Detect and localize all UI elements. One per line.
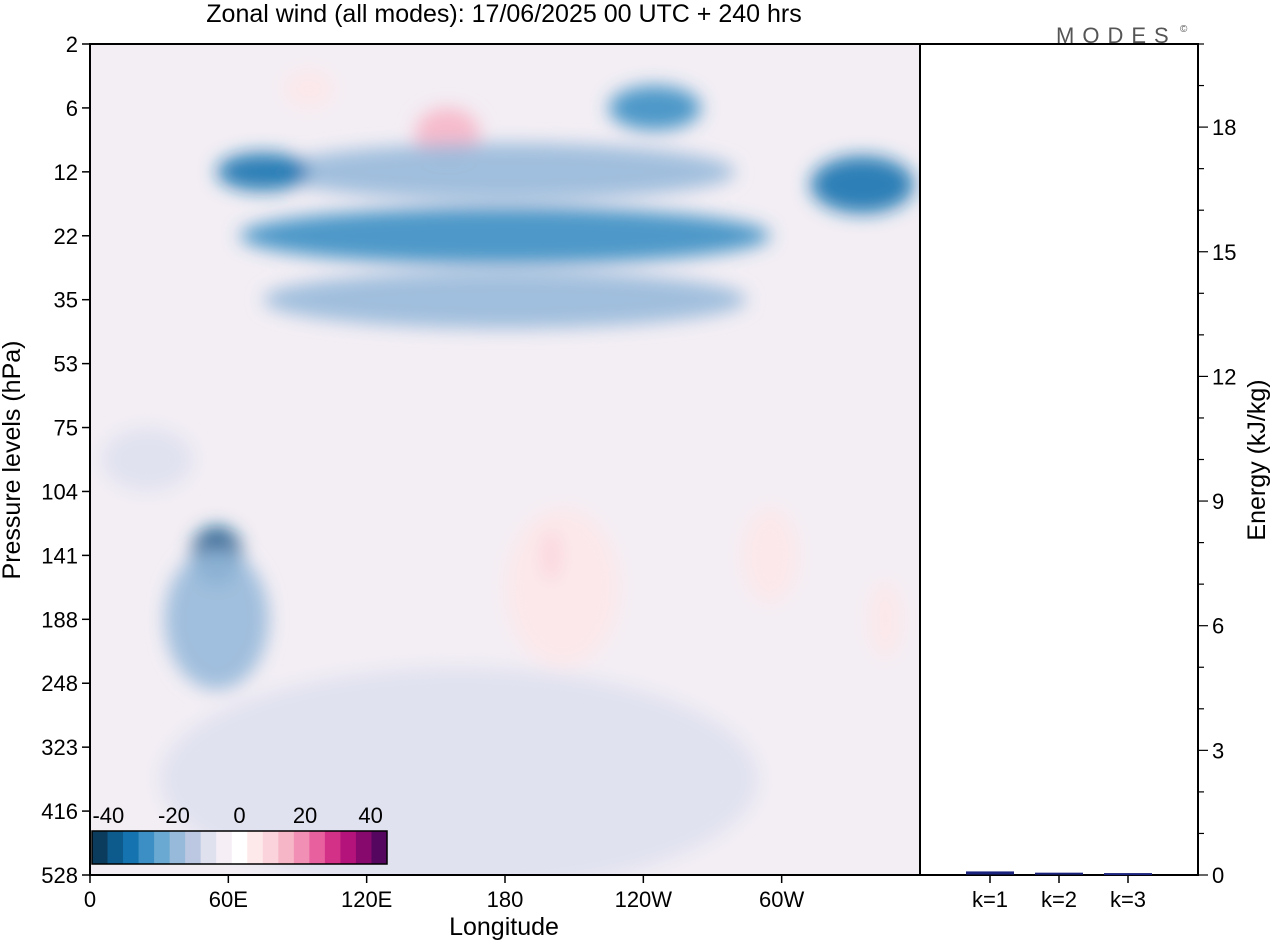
wind-field-region-1 [283, 69, 335, 108]
colorbar-swatch [309, 831, 326, 864]
y-tick-label: 12 [54, 160, 78, 185]
wind-field-region-12 [541, 529, 561, 581]
y-tick-label: 104 [41, 479, 78, 504]
y-tick-label: 248 [41, 671, 78, 696]
colorbar-swatch [293, 831, 310, 864]
wind-field-region-13 [741, 507, 799, 604]
x-tick-label: 60E [209, 887, 248, 912]
wind-field [101, 69, 915, 875]
wind-field-region-4 [239, 207, 771, 265]
chart-title: Zonal wind (all modes): 17/06/2025 00 UT… [206, 0, 801, 28]
y-tick-label: 2 [66, 32, 78, 57]
colorbar-tick-label: -20 [158, 803, 190, 828]
y-tick-label: 416 [41, 799, 78, 824]
x-tick-label: 120W [615, 887, 673, 912]
colorbar-tick-label: -40 [92, 803, 124, 828]
energy-tick-label: 12 [1212, 364, 1236, 389]
colorbar-swatch [154, 831, 171, 864]
y-tick-label: 6 [66, 96, 78, 121]
x-axis: 0 60E 120E 180 120W 60W [84, 875, 805, 912]
wind-field-region-5 [216, 152, 310, 192]
wind-field-region-14 [868, 580, 903, 658]
energy-bar-k=2 [1035, 872, 1083, 875]
colorbar-frame [91, 830, 388, 865]
y-axis-label: Pressure levels (hPa) [0, 341, 26, 580]
energy-tick-label: 3 [1212, 738, 1224, 763]
y-tick-label: 35 [54, 288, 78, 313]
energy-tick-label: 6 [1212, 614, 1224, 639]
wind-field-region-10 [101, 427, 194, 492]
wind-field-blobs [101, 69, 915, 875]
y-tick-label: 53 [54, 352, 78, 377]
x-tick-label: 0 [84, 887, 96, 912]
colorbar-swatch [107, 831, 124, 864]
colorbar-swatch [169, 831, 186, 864]
colorbar-swatch [340, 831, 357, 864]
colorbar-swatch [355, 831, 372, 864]
colorbar-swatch [138, 831, 155, 864]
colorbar: -40 -20 0 20 40 [91, 803, 388, 865]
colorbar-swatch [185, 831, 202, 864]
energy-bar-k=3 [1104, 873, 1152, 876]
wind-field-region-6 [810, 155, 915, 214]
energy-category-label: k=1 [972, 887, 1008, 912]
energy-panel: k=1 k=2 k=3 0 3 6 9 12 15 18 Energy (kJ/kg) [919, 43, 1271, 912]
colorbar-swatch [216, 831, 233, 864]
colorbar-tick-label: 20 [293, 803, 317, 828]
wind-field-region-2 [608, 85, 701, 131]
y-tick-label: 188 [41, 607, 78, 632]
wind-field-region-3 [274, 143, 736, 201]
energy-bars: k=1 k=2 k=3 [966, 871, 1152, 912]
wind-field-region-9 [164, 548, 269, 690]
colorbar-tick-label: 40 [358, 803, 382, 828]
y-axis: 2 6 12 22 35 53 75 104 141 188 248 323 416 528 [41, 32, 90, 888]
colorbar-swatch [200, 831, 217, 864]
y-tick-label: 75 [54, 416, 78, 441]
heatmap-panel: 0 60E 120E 180 120W 60W 2 6 12 22 35 53 75 104 141 188… [0, 32, 921, 941]
energy-frame [919, 43, 1199, 876]
colorbar-swatch [371, 831, 388, 864]
energy-bar-k=1 [966, 871, 1014, 875]
colorbar-swatch [123, 831, 140, 864]
x-tick-label: 60W [759, 887, 804, 912]
colorbar-swatch [92, 831, 109, 864]
y-tick-label: 141 [41, 543, 78, 568]
colorbar-swatch [278, 831, 295, 864]
wind-field-region-7 [262, 270, 748, 329]
x-axis-label: Longitude [449, 913, 559, 941]
colorbar-swatch [247, 831, 264, 864]
colorbar-tick-label: 0 [233, 803, 245, 828]
colorbar-swatch [324, 831, 341, 864]
y-tick-label: 323 [41, 735, 78, 760]
x-tick-label: 180 [487, 887, 524, 912]
x-tick-label: 120E [341, 887, 392, 912]
y-tick-label: 528 [41, 863, 78, 888]
energy-axis: 0 3 6 9 12 15 18 [1198, 43, 1236, 888]
energy-category-label: k=3 [1110, 887, 1146, 912]
energy-tick-label: 0 [1212, 863, 1224, 888]
energy-axis-label: Energy (kJ/kg) [1243, 379, 1271, 540]
colorbar-swatch [262, 831, 279, 864]
modes-logo-mark: © [1180, 24, 1188, 35]
wind-field-region-11 [505, 507, 621, 668]
y-tick-label: 22 [54, 224, 78, 249]
energy-tick-label: 9 [1212, 489, 1224, 514]
energy-category-label: k=2 [1041, 887, 1077, 912]
wind-field-region-15 [159, 667, 759, 875]
colorbar-swatch [231, 831, 248, 864]
energy-tick-label: 15 [1212, 240, 1236, 265]
energy-tick-label: 18 [1212, 115, 1236, 140]
